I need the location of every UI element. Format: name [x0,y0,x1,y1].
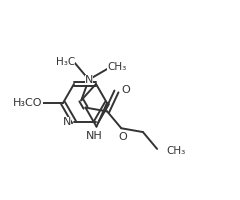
Text: CH₃: CH₃ [166,146,185,156]
Text: N: N [85,75,93,85]
Text: O: O [121,85,130,95]
Text: N: N [63,117,71,127]
Text: H₃C: H₃C [56,57,75,67]
Text: CH₃: CH₃ [107,62,126,72]
Text: H₃CO: H₃CO [13,98,43,108]
Text: O: O [118,132,127,142]
Text: NH: NH [86,131,103,141]
